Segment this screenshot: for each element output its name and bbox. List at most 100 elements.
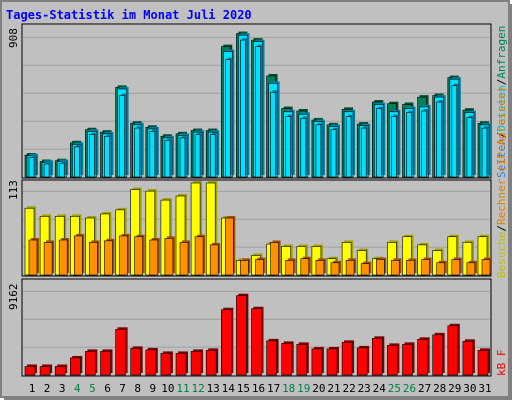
rechner-bar-face — [375, 259, 385, 276]
kb-bar — [417, 337, 430, 376]
kb-bar — [221, 307, 234, 376]
kb-bar — [236, 293, 249, 376]
seiten-bar — [28, 155, 36, 178]
rechner-bar-face — [421, 259, 430, 276]
kb-bar-face — [432, 334, 444, 376]
rechner-bar-face — [58, 239, 68, 276]
frame-shadow-bottom — [4, 397, 512, 400]
rechner-bar — [74, 233, 85, 276]
seiten-bar — [149, 129, 157, 178]
kb-bar — [70, 355, 83, 376]
middle-ymax-label: 113 — [7, 180, 20, 200]
seiten-bar — [285, 114, 293, 178]
kb-bar-face — [145, 349, 157, 376]
seiten-bar-face — [285, 116, 292, 178]
seiten-bar-face — [270, 91, 276, 178]
seiten-bar — [240, 38, 248, 178]
x-tick-label: 9 — [149, 382, 156, 395]
seiten-bar — [43, 161, 52, 178]
rechner-bar — [406, 258, 417, 276]
kb-bar — [54, 364, 68, 376]
rechner-bar — [149, 237, 160, 276]
seiten-bar — [421, 108, 429, 178]
kb-bar-face — [266, 340, 277, 376]
seiten-bar-face — [360, 127, 367, 178]
x-tick-label: 6 — [104, 382, 111, 395]
rechner-bar-face — [451, 259, 461, 276]
frame-shadow-right — [509, 4, 512, 400]
rechner-bar — [270, 240, 281, 276]
kb-bar-face — [356, 347, 368, 376]
seiten-bar — [436, 100, 444, 178]
legend-bottom: kB F — [495, 350, 508, 377]
x-tick-label: 27 — [418, 382, 431, 395]
seiten-bar-face — [436, 101, 443, 178]
kb-bar — [190, 349, 204, 376]
rechner-bar — [436, 260, 447, 276]
seiten-bar-face — [345, 116, 352, 178]
kb-bar-face — [39, 366, 51, 376]
kb-bar — [130, 346, 143, 376]
seiten-bar — [391, 114, 399, 178]
rechner-bar — [421, 257, 432, 276]
x-tick-label: 31 — [478, 382, 491, 395]
x-tick-label: 19 — [297, 382, 310, 395]
seiten-bar — [300, 116, 308, 178]
x-tick-label: 2 — [44, 382, 51, 395]
kb-bar-face — [477, 350, 489, 376]
kb-bar-face — [417, 339, 428, 376]
seiten-bar — [345, 114, 354, 178]
seiten-bar-face — [58, 162, 65, 178]
rechner-bar — [179, 240, 190, 276]
x-tick-label: 12 — [191, 382, 204, 395]
seiten-bar-face — [74, 146, 80, 178]
legend-top-sep2: / — [495, 132, 508, 139]
rechner-bar — [28, 237, 39, 276]
seiten-bar — [89, 132, 97, 178]
x-tick-label: 28 — [433, 382, 446, 395]
kb-bar-face — [190, 351, 202, 376]
rechner-bar — [225, 216, 236, 276]
kb-bar-face — [70, 357, 81, 376]
legend-anfragen: Anfragen — [495, 26, 508, 79]
x-tick-label: 4 — [74, 382, 81, 395]
x-tick-label: 22 — [342, 382, 355, 395]
seiten-bar-face — [119, 95, 125, 178]
kb-bar-face — [387, 345, 398, 376]
kb-bar — [266, 338, 279, 376]
rechner-bar-face — [149, 239, 159, 276]
rechner-bar — [240, 258, 251, 276]
kb-bar — [160, 351, 173, 376]
legend-top: Seiten/Dateien/Anfragen — [495, 26, 508, 178]
seiten-bar — [451, 83, 459, 178]
rechner-bar-face — [436, 262, 446, 276]
kb-bar-face — [402, 344, 413, 376]
kb-bar — [341, 340, 355, 376]
x-tick-label: 14 — [222, 382, 236, 395]
rechner-bar — [209, 242, 221, 276]
x-tick-label: 3 — [59, 382, 66, 395]
rechner-bar — [375, 257, 387, 276]
kb-bar — [432, 332, 445, 376]
rechner-bar-face — [391, 260, 400, 276]
seiten-bar — [406, 110, 414, 178]
legend-besuche: Besuche — [495, 232, 508, 278]
rechner-bar — [360, 261, 372, 276]
bars-layer — [24, 31, 492, 376]
rechner-bar-face — [164, 238, 174, 276]
rechner-bar — [194, 234, 206, 276]
seiten-bar — [194, 132, 203, 178]
legend-mid-sep: / — [495, 225, 508, 232]
rechner-bar — [164, 236, 175, 276]
seiten-bar-face — [481, 127, 488, 178]
seiten-bar — [104, 134, 112, 178]
rechner-bar-face — [270, 242, 279, 276]
seiten-bar-face — [375, 108, 382, 178]
seiten-bar-face — [209, 134, 216, 178]
seiten-bar — [330, 127, 338, 178]
legend-rechner: Rechner (IP-Adressen) — [495, 86, 508, 225]
kb-bar-face — [221, 309, 232, 376]
x-tick-label: 15 — [237, 382, 250, 395]
rechner-bar-face — [209, 244, 219, 276]
